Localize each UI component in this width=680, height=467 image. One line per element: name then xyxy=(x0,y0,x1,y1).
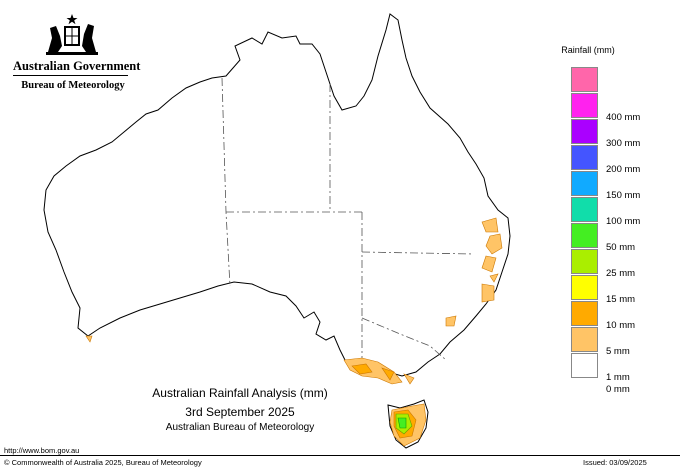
legend-label: 10 mm xyxy=(606,320,636,331)
map-title: Australian Rainfall Analysis (mm) xyxy=(152,386,328,400)
legend-title: Rainfall (mm) xyxy=(561,45,615,55)
legend-swatch xyxy=(571,93,598,118)
agency-name: Bureau of Meteorology xyxy=(21,80,125,91)
legend-label: 200 mm xyxy=(606,164,641,175)
legend-swatch xyxy=(571,223,598,248)
state-borders xyxy=(221,77,475,364)
legend-label: 5 mm xyxy=(606,346,630,357)
footer-divider xyxy=(0,455,680,456)
copyright-text: © Commonwealth of Australia 2025, Bureau… xyxy=(4,458,202,467)
legend-swatch xyxy=(571,171,598,196)
legend-label: 50 mm xyxy=(606,242,636,253)
legend-label: 0 mm xyxy=(606,384,630,395)
website-url[interactable]: http://www.bom.gov.au xyxy=(4,446,80,455)
legend-label: 400 mm xyxy=(606,112,641,123)
legend-swatch xyxy=(571,275,598,300)
legend-label: 150 mm xyxy=(606,190,641,201)
rainfall-heavy xyxy=(397,417,407,429)
legend-label: 100 mm xyxy=(606,216,641,227)
legend-swatch xyxy=(571,197,598,222)
legend-label: 15 mm xyxy=(606,294,636,305)
issued-date: Issued: 03/09/2025 xyxy=(583,458,647,467)
legend-swatch xyxy=(571,353,598,378)
map-source: Australian Bureau of Meteorology xyxy=(165,422,315,433)
legend-swatch xyxy=(571,301,598,326)
legend-swatch xyxy=(571,327,598,352)
legend-swatch xyxy=(571,67,598,92)
rainfall-light xyxy=(85,217,503,447)
legend-swatch xyxy=(571,249,598,274)
coat-of-arms-logo xyxy=(46,14,98,55)
legend-swatch xyxy=(571,119,598,144)
legend-label: 300 mm xyxy=(606,138,641,149)
legend-swatch xyxy=(571,145,598,170)
legend-label: 1 mm xyxy=(606,372,630,383)
legend-label: 25 mm xyxy=(606,268,636,279)
map-date: 3rd September 2025 xyxy=(185,405,295,419)
header-divider xyxy=(13,75,128,76)
government-name: Australian Government xyxy=(13,59,141,73)
